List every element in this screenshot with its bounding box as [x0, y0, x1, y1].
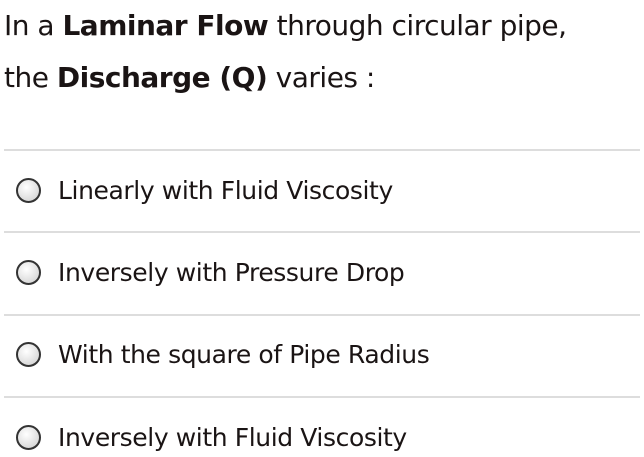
text: In a: [4, 9, 63, 42]
text: through circular pipe,: [268, 9, 567, 42]
text: varies :: [267, 61, 376, 94]
option-4[interactable]: Inversely with Fluid Viscosity: [16, 417, 407, 457]
option-1[interactable]: Linearly with Fluid Viscosity: [16, 170, 393, 210]
option-label: Inversely with Pressure Drop: [58, 257, 405, 287]
divider: [4, 314, 640, 316]
bold-term: Discharge (Q): [56, 61, 268, 94]
radio-button-icon[interactable]: [16, 259, 41, 285]
radio-button-icon[interactable]: [16, 341, 41, 367]
divider: [4, 231, 640, 233]
radio-button-icon[interactable]: [16, 424, 41, 450]
divider: [4, 149, 640, 151]
option-3[interactable]: With the square of Pipe Radius: [16, 334, 430, 374]
question-line-1: In a Laminar Flow through circular pipe,: [4, 0, 567, 52]
option-label: Linearly with Fluid Viscosity: [58, 175, 393, 205]
option-2[interactable]: Inversely with Pressure Drop: [16, 252, 405, 292]
divider: [4, 396, 640, 398]
bold-term: Laminar Flow: [62, 9, 269, 42]
question-text: In a Laminar Flow through circular pipe,…: [4, 0, 567, 104]
option-label: With the square of Pipe Radius: [58, 339, 430, 369]
option-label: Inversely with Fluid Viscosity: [58, 422, 407, 452]
text: the: [4, 61, 57, 94]
question-line-2: the Discharge (Q) varies :: [4, 52, 567, 104]
radio-button-icon[interactable]: [16, 177, 41, 203]
